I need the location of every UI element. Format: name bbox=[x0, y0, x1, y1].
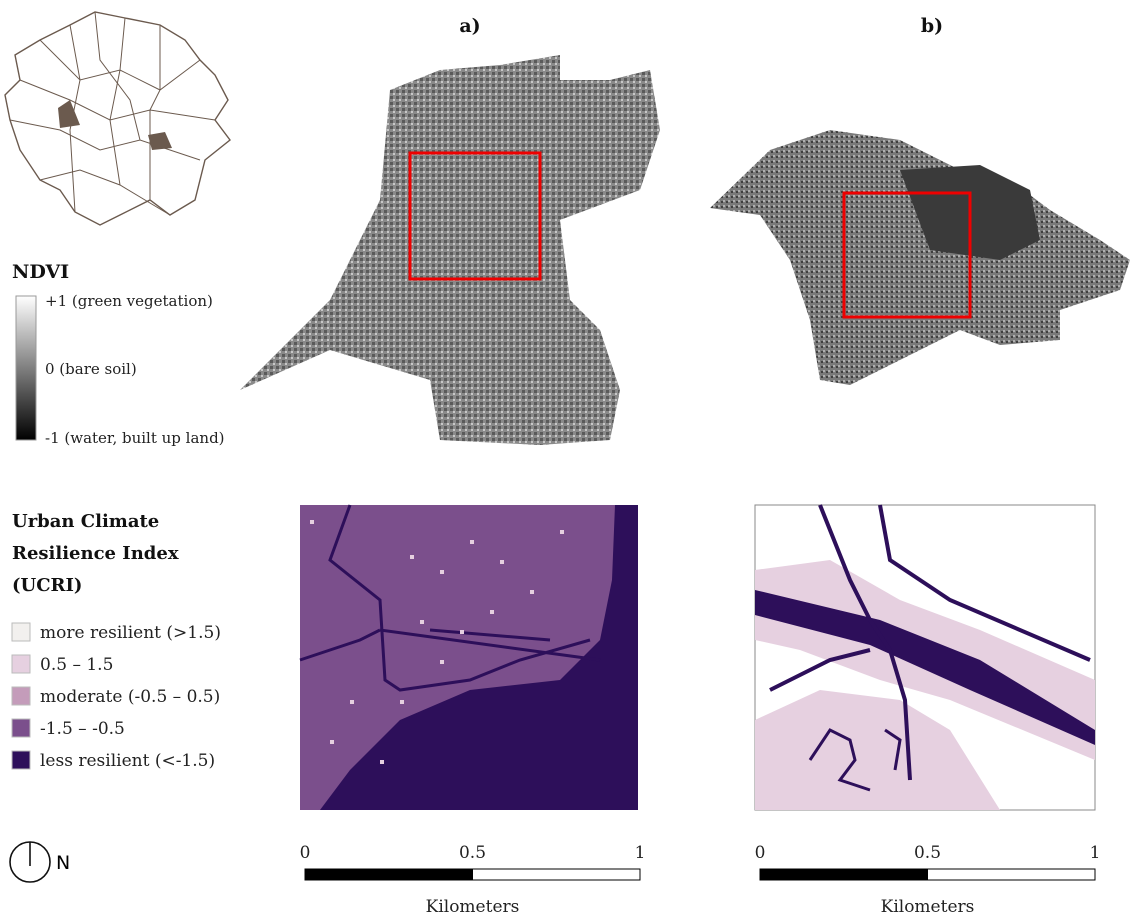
scale-segment bbox=[305, 869, 473, 880]
scale-tick-label: 0 bbox=[300, 843, 311, 863]
legend-label: -1.5 – -0.5 bbox=[40, 719, 125, 739]
city-inset bbox=[5, 12, 230, 225]
scale-segment bbox=[928, 869, 1096, 880]
scale-tick-label: 0.5 bbox=[914, 843, 941, 863]
legend-swatch bbox=[12, 623, 30, 641]
scale-unit: Kilometers bbox=[426, 897, 520, 917]
legend-title: Resilience Index bbox=[12, 543, 179, 564]
ndvi-map-a bbox=[240, 55, 660, 445]
scale-bars: 0 0.5 1 Kilometers 0 0.5 1 Kilometers bbox=[300, 843, 1101, 917]
legend-label: -1 (water, built up land) bbox=[45, 429, 225, 447]
scale-tick-label: 0 bbox=[755, 843, 766, 863]
legend-title: NDVI bbox=[12, 261, 69, 283]
scale-tick-label: 1 bbox=[635, 843, 646, 863]
legend-title: Urban Climate bbox=[12, 511, 159, 532]
legend-label: 0 (bare soil) bbox=[45, 360, 137, 378]
ucri-legend: more resilient (>1.5) 0.5 – 1.5 moderate (… bbox=[12, 623, 221, 771]
scale-tick-label: 1 bbox=[1090, 843, 1101, 863]
page: a) b) NDVI +1 (green vegetation) 0 (bare… bbox=[0, 0, 1137, 922]
legend-title: (UCRI) bbox=[12, 575, 82, 596]
scale-segment bbox=[473, 869, 641, 880]
panel-label: b) bbox=[921, 15, 943, 37]
legend-swatch bbox=[12, 751, 30, 769]
ucri-map-a bbox=[300, 505, 638, 810]
legend-label: less resilient (<-1.5) bbox=[40, 751, 215, 771]
scale-unit: Kilometers bbox=[881, 897, 975, 917]
legend-label: 0.5 – 1.5 bbox=[40, 655, 113, 675]
legend-swatch bbox=[12, 655, 30, 673]
legend-label: +1 (green vegetation) bbox=[45, 292, 213, 310]
legend-label: more resilient (>1.5) bbox=[40, 623, 221, 643]
north-label: N bbox=[56, 852, 70, 874]
scale-segment bbox=[760, 869, 928, 880]
legend-label: moderate (-0.5 – 0.5) bbox=[40, 687, 220, 707]
legend-swatch bbox=[12, 719, 30, 737]
ucri-map-b bbox=[755, 505, 1095, 810]
figure: a) b) NDVI +1 (green vegetation) 0 (bare… bbox=[0, 0, 1137, 922]
scale-tick-label: 0.5 bbox=[459, 843, 486, 863]
legend-swatch bbox=[12, 687, 30, 705]
panel-label: a) bbox=[459, 15, 480, 37]
ndvi-map-b bbox=[710, 130, 1130, 385]
ndvi-ramp bbox=[16, 296, 36, 440]
